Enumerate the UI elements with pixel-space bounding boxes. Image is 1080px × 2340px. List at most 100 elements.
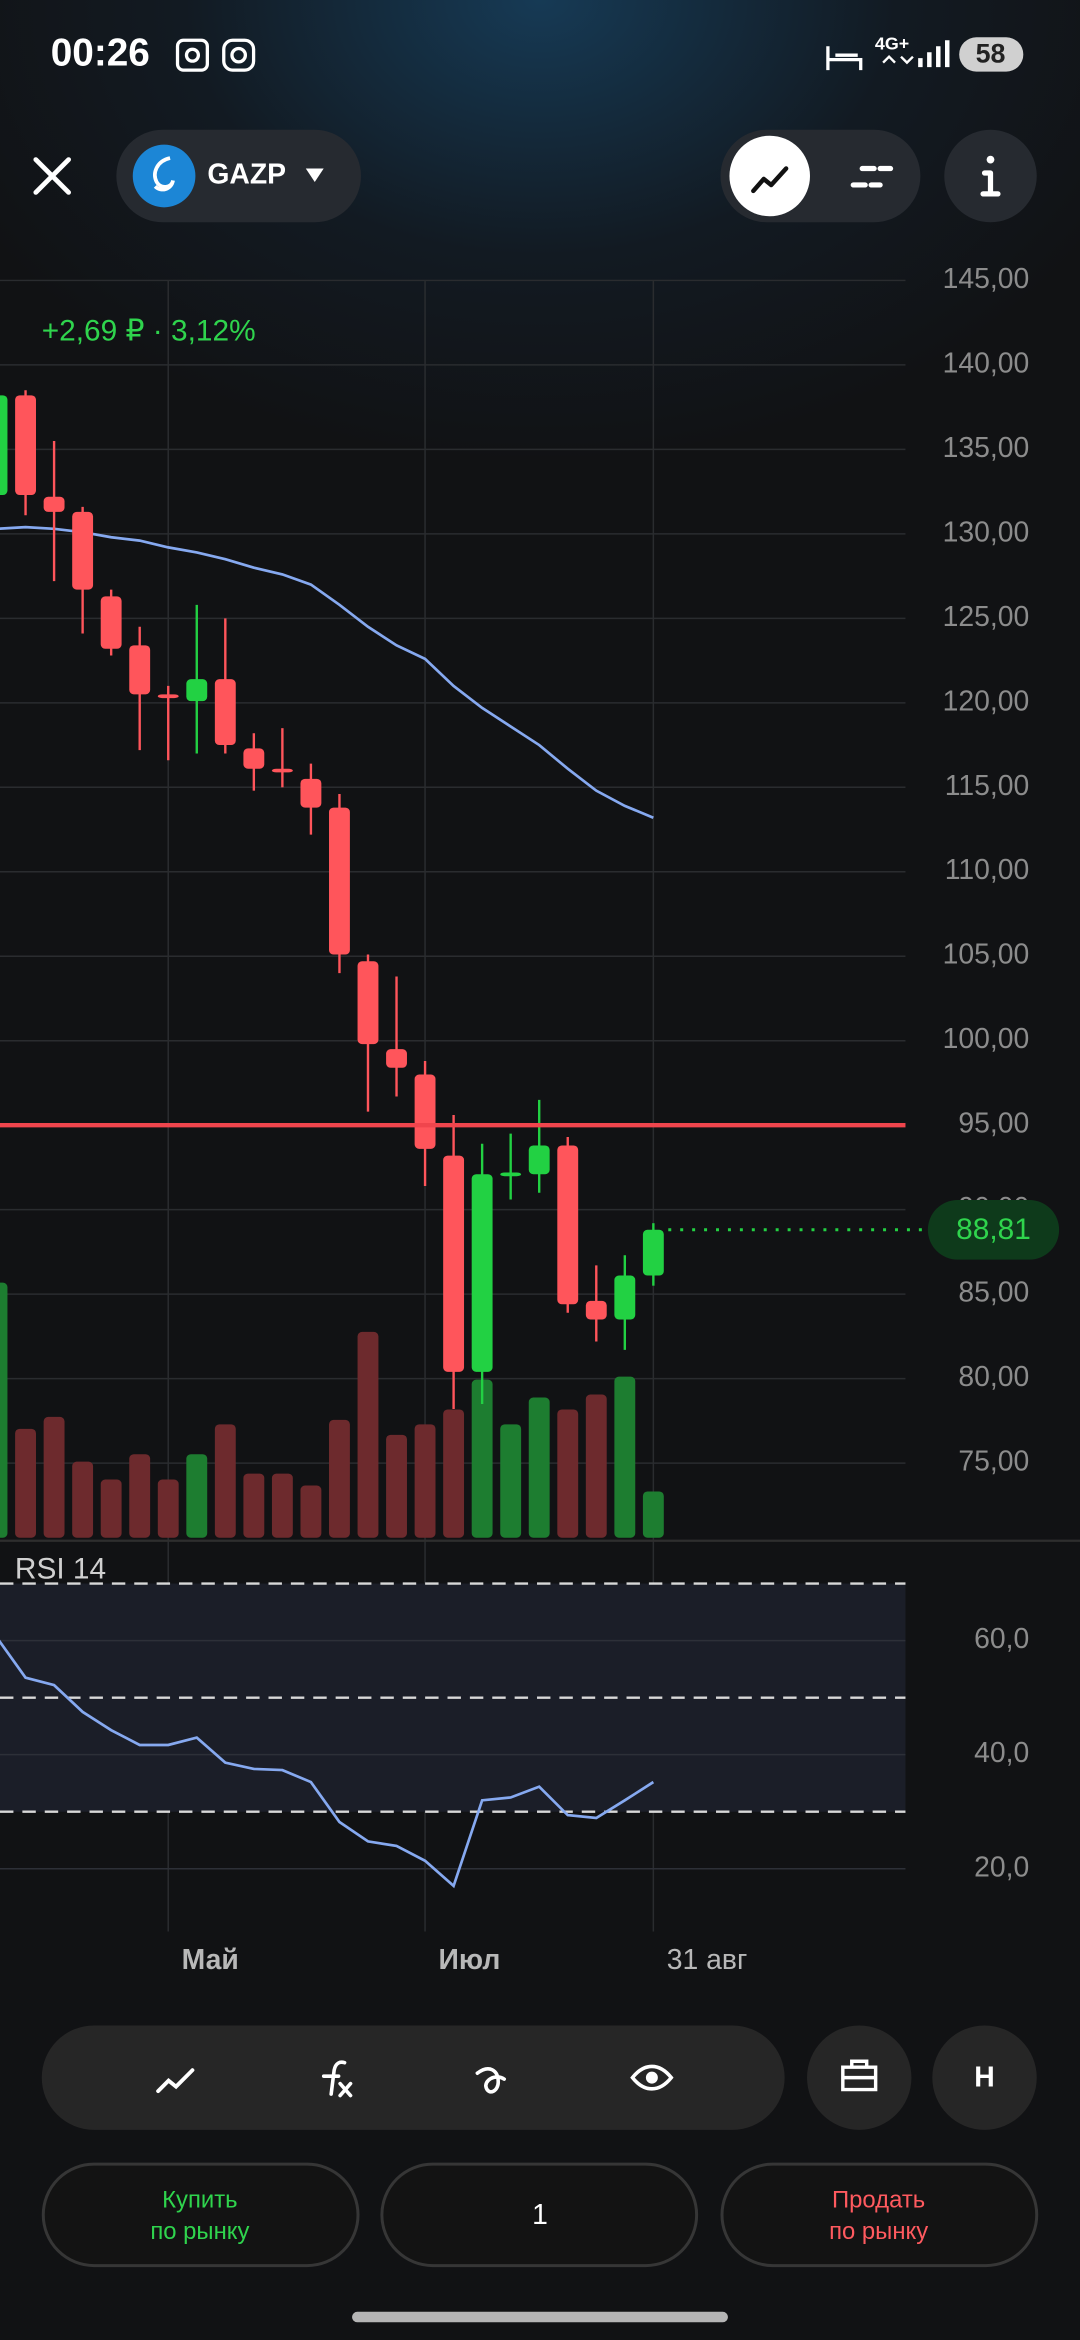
candle-body xyxy=(585,1300,607,1320)
indicator-tool[interactable] xyxy=(156,2068,195,2094)
volume-bar xyxy=(500,1424,522,1538)
last-price-label: 88,81 xyxy=(956,1213,1031,1246)
candle-body xyxy=(300,778,322,808)
volume-bar xyxy=(129,1454,151,1538)
candle-body xyxy=(528,1145,550,1175)
volume-bar xyxy=(471,1379,493,1538)
volume-bar xyxy=(528,1397,550,1538)
y-tick-label: 60,0 xyxy=(974,1623,1029,1655)
candle-body xyxy=(557,1145,579,1305)
candle-body xyxy=(214,679,236,746)
volume-bar xyxy=(100,1479,122,1538)
candle-body xyxy=(129,645,151,695)
battery-level: 58 xyxy=(976,38,1006,68)
candle-body xyxy=(271,768,293,773)
buy-button[interactable] xyxy=(41,2162,360,2268)
sell-button[interactable] xyxy=(720,2162,1039,2268)
close-button[interactable] xyxy=(33,157,72,195)
line-chart-button[interactable] xyxy=(729,135,810,217)
candle-body xyxy=(357,961,379,1045)
tools-bar xyxy=(41,2025,785,2130)
background-glow xyxy=(0,0,1080,776)
candle-body xyxy=(471,1174,493,1372)
portfolio-icon xyxy=(841,2059,878,2092)
candle-body xyxy=(614,1275,636,1320)
y-tick-label: 110,00 xyxy=(945,854,1030,886)
info-dot xyxy=(986,155,995,164)
volume-bar xyxy=(15,1428,36,1538)
candle-body xyxy=(100,596,122,649)
dropdown-arrow xyxy=(305,168,324,182)
y-tick-label: 40,0 xyxy=(974,1737,1029,1769)
volume-bar xyxy=(642,1491,664,1538)
status-network: 4G+ xyxy=(875,33,909,53)
candle-chart-icon[interactable] xyxy=(850,165,894,188)
candle-body xyxy=(386,1049,407,1068)
candle-body xyxy=(500,1172,522,1177)
candle-body xyxy=(72,511,94,590)
x-tick-label: Июл xyxy=(438,1944,500,1976)
ticker: GAZP xyxy=(207,158,286,190)
volume-bar xyxy=(443,1409,465,1538)
price-change: +2,69 ₽ · 3,12% xyxy=(42,314,256,347)
volume-bar xyxy=(43,1416,65,1538)
logo-flame xyxy=(153,156,175,192)
buy-label: Купить xyxy=(162,2187,237,2214)
volume-bar xyxy=(186,1454,208,1538)
candle-body xyxy=(157,694,179,699)
battery xyxy=(959,37,1024,72)
function-tool[interactable] xyxy=(321,2060,353,2098)
sell-label: Продать xyxy=(832,2187,925,2214)
visibility-pupil xyxy=(645,2071,658,2084)
last-price-badge xyxy=(927,1199,1060,1260)
candle-body xyxy=(443,1155,465,1372)
y-tick-label: 145,00 xyxy=(943,263,1030,295)
volume-bar xyxy=(300,1485,322,1538)
candle-body xyxy=(642,1229,664,1276)
draw-tool[interactable] xyxy=(475,2067,506,2094)
volume-bar xyxy=(357,1331,379,1538)
candle-body xyxy=(329,807,350,955)
hold-button[interactable] xyxy=(932,2025,1037,2130)
y-tick-label: 80,00 xyxy=(958,1361,1029,1393)
y-tick-label: 130,00 xyxy=(943,516,1030,548)
volume-bar xyxy=(243,1473,265,1538)
y-tick-label: 115,00 xyxy=(945,770,1030,802)
line-chart-icon xyxy=(751,166,789,194)
buy-label: по рынку xyxy=(150,2218,249,2245)
volume-bar xyxy=(157,1479,179,1538)
hold-label: Н xyxy=(974,2062,994,2094)
volume-bar xyxy=(271,1473,293,1538)
info-icon xyxy=(980,170,1001,197)
volume-bar xyxy=(72,1461,94,1538)
candle-body xyxy=(0,395,8,496)
y-tick-label: 95,00 xyxy=(958,1108,1029,1140)
volume-bar xyxy=(414,1424,436,1538)
volume-bar xyxy=(614,1376,636,1538)
volume-bar xyxy=(214,1424,236,1538)
ticker-logo xyxy=(132,144,196,208)
y-tick-label: 75,00 xyxy=(958,1446,1029,1478)
y-tick-label: 120,00 xyxy=(943,685,1030,717)
candle-body xyxy=(43,496,65,512)
quantity-field[interactable] xyxy=(380,2162,699,2268)
visibility-tool[interactable] xyxy=(630,2064,674,2091)
sell-label: по рынку xyxy=(829,2218,928,2245)
status-time: 00:26 xyxy=(51,31,150,74)
volume-bar xyxy=(0,1282,8,1538)
x-tick-label: 31 авг xyxy=(667,1944,748,1976)
volume-bar xyxy=(386,1434,407,1538)
y-tick-label: 85,00 xyxy=(958,1277,1029,1309)
home-indicator xyxy=(352,2311,728,2323)
y-tick-label: 125,00 xyxy=(943,601,1030,633)
y-tick-label: 20,0 xyxy=(974,1851,1029,1883)
candle-body xyxy=(414,1074,436,1149)
volume-bar xyxy=(585,1394,607,1538)
chart-area: 145,00 140,00 135,00 130,00 125,00 120,00 115,… xyxy=(0,263,1080,1976)
y-tick-label: 135,00 xyxy=(943,432,1030,464)
x-tick-label: Май xyxy=(182,1944,239,1976)
volume-bar xyxy=(557,1409,579,1538)
rsi-line xyxy=(0,1639,655,1889)
moving-average xyxy=(0,525,654,819)
